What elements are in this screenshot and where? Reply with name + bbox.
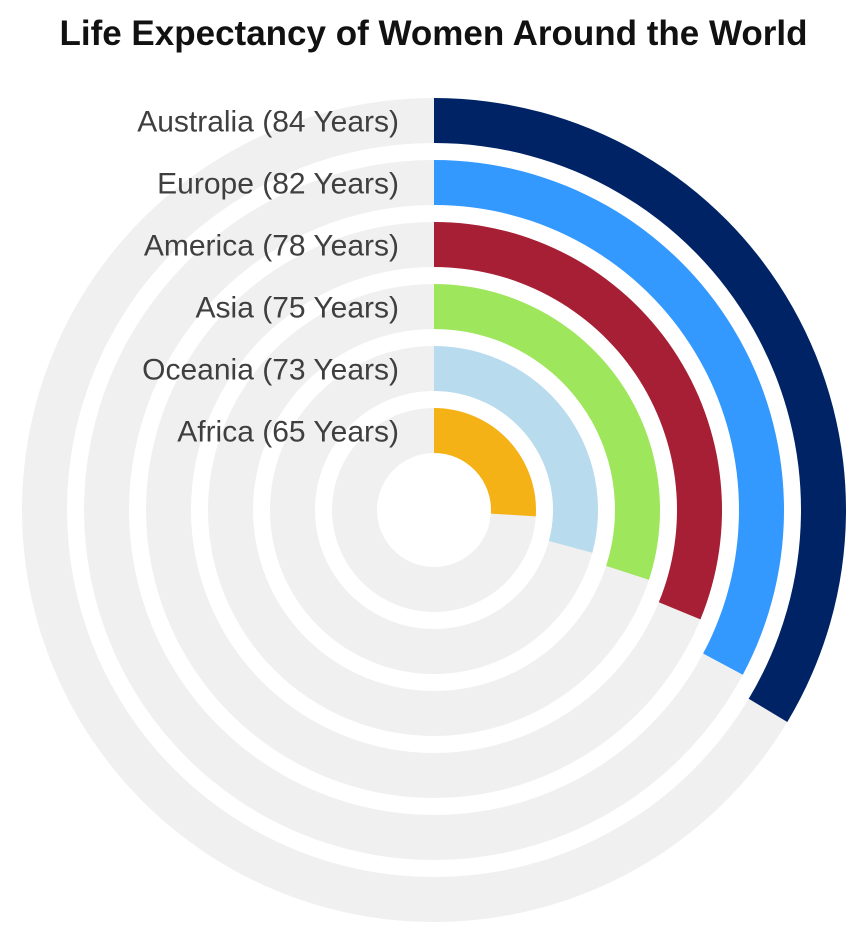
track-group	[22, 98, 846, 922]
bar-europe[interactable]	[434, 160, 784, 675]
bar-australia[interactable]	[434, 98, 846, 722]
bar-group	[434, 98, 846, 722]
bar-africa[interactable]	[434, 408, 537, 517]
chart-title: Life Expectancy of Women Around the Worl…	[59, 14, 808, 53]
bar-america[interactable]	[434, 222, 722, 620]
label-america: America (78 Years)	[144, 230, 399, 263]
label-asia: Asia (75 Years)	[196, 292, 399, 325]
label-africa: Africa (65 Years)	[177, 416, 399, 449]
label-oceania: Oceania (73 Years)	[142, 354, 399, 387]
label-australia: Australia (84 Years)	[137, 106, 399, 139]
category-label-group: Australia (84 Years) Europe (82 Years) Ame…	[137, 106, 399, 449]
bar-asia[interactable]	[434, 284, 661, 580]
track-africa	[332, 408, 536, 612]
bar-oceania[interactable]	[434, 346, 598, 553]
label-europe: Europe (82 Years)	[157, 168, 399, 201]
